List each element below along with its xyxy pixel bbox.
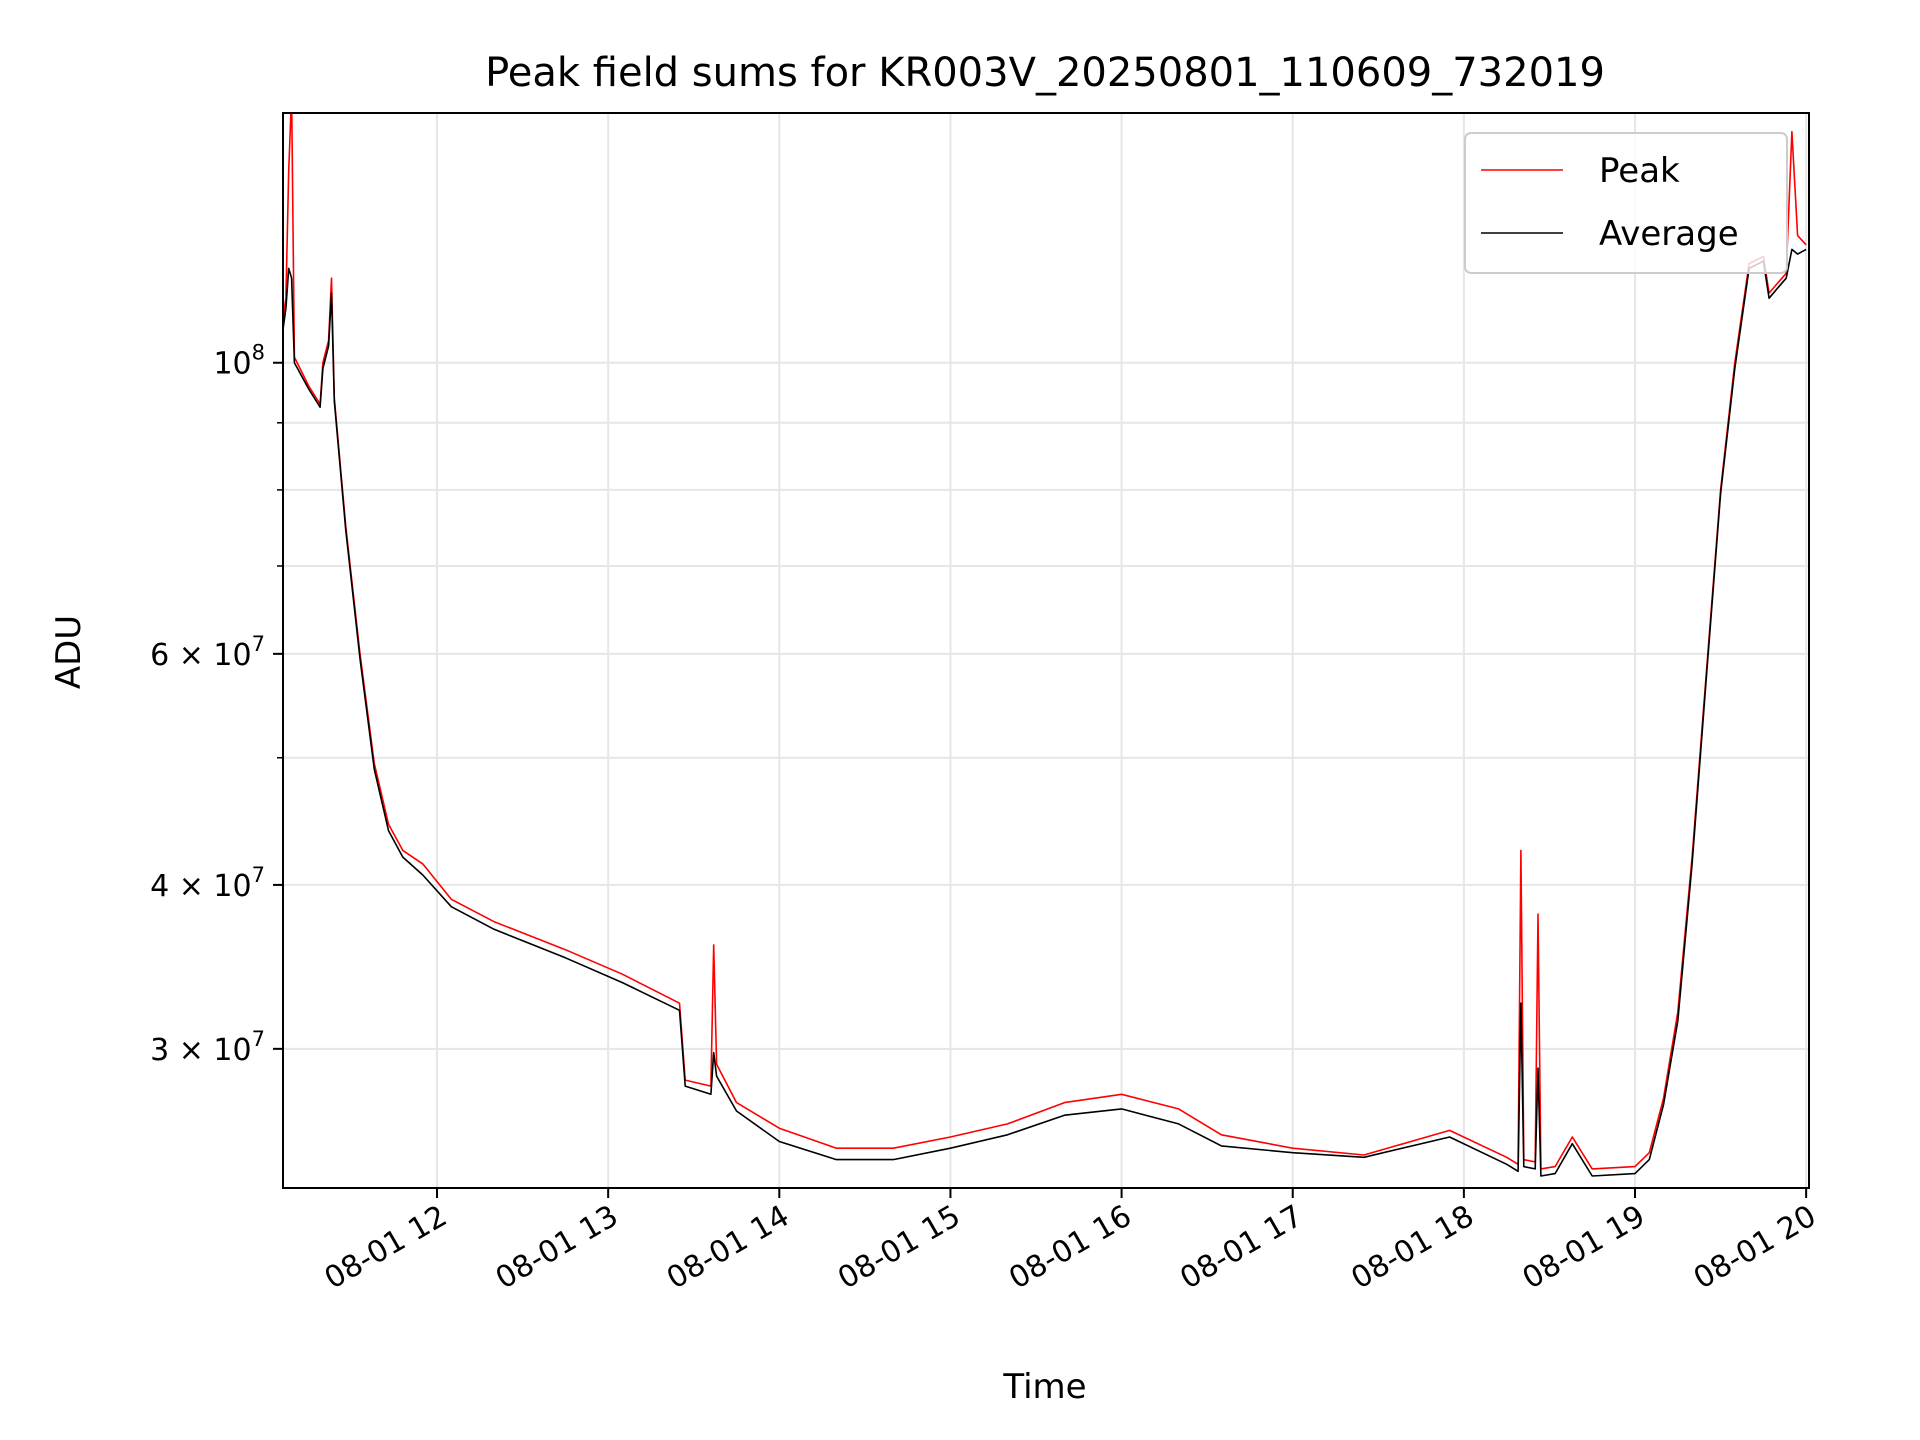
legend-label-average: Average (1599, 214, 1739, 254)
y-tick-label: 6 × 107 (150, 632, 265, 673)
y-axis-label: ADU (49, 615, 89, 689)
series-lines (283, 113, 1807, 1177)
series-line-average (283, 248, 1807, 1177)
x-axis-label: Time (1002, 1367, 1086, 1407)
y-tick-label: 3 × 107 (150, 1027, 265, 1068)
chart-title: Peak field sums for KR003V_20250801_1106… (485, 50, 1605, 96)
plot-frame (282, 112, 1810, 1189)
legend: Peak Average (1464, 132, 1788, 274)
grid-lines (283, 113, 1809, 1188)
legend-box (1464, 132, 1788, 274)
legend-label-peak: Peak (1599, 151, 1680, 191)
y-tick-label: 4 × 107 (150, 863, 265, 904)
